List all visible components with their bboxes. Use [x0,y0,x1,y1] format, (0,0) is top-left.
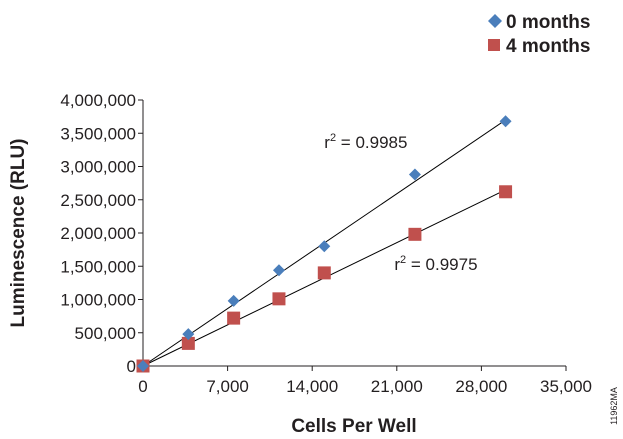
data-point-4-months [272,292,286,306]
y-tick-label: 1,000,000 [60,291,136,310]
legend-entry-4-months: 4 months [488,36,590,57]
r-squared-value: = 0.9985 [336,133,407,152]
data-point-0-months [408,168,421,181]
y-tick-label: 4,000,000 [60,91,136,110]
y-tick-label: 2,500,000 [60,191,136,210]
r-squared-annotation-1: r2 = 0.9975 [394,254,477,274]
x-tick-label: 21,000 [371,377,423,396]
data-point-0-months [272,264,285,277]
legend-marker-square [488,39,500,51]
legend-marker-diamond [488,14,502,28]
data-point-0-months [227,294,240,307]
data-point-4-months [181,336,195,350]
y-tick-label: 3,000,000 [60,158,136,177]
y-axis: 0 500,000 1,000,000 1,500,000 2,000,000 2,500… [60,91,144,376]
r-squared-symbol: r [324,133,330,152]
y-tick-label: 500,000 [75,324,136,343]
figure-id: 11962MA [609,387,619,425]
legend-label-4-months: 4 months [506,36,590,57]
x-tick-label: 0 [138,377,147,396]
data-point-0-months [182,328,195,341]
data-point-4-months [227,311,241,325]
x-tick-label: 7,000 [206,377,249,396]
legend-label-0-months: 0 months [506,12,590,33]
legend-entry-0-months: 0 months [488,12,590,33]
data-point-0-months [137,360,149,372]
r-squared-symbol: r [394,255,400,274]
r-squared-value: = 0.9975 [406,255,477,274]
x-tick-label: 35,000 [540,377,592,396]
r-squared-annotation-0: r2 = 0.9985 [324,132,407,152]
y-tick-label: 3,500,000 [60,124,136,143]
x-tick-label: 28,000 [455,377,507,396]
y-tick-label: 2,000,000 [60,224,136,243]
data-point-4-months [499,185,513,199]
y-axis-title: Luminescence (RLU) [8,139,29,328]
data-point-4-months [317,266,331,280]
r-squared-exponent: 2 [400,254,406,266]
data-point-0-months [318,240,331,253]
data-point-0-months [499,115,512,128]
data-point-4-months [408,227,422,241]
y-tick-label: 1,500,000 [60,257,136,276]
x-tick-label: 14,000 [286,377,338,396]
y-tick-label: 0 [127,357,136,376]
legend: 0 months 4 months [488,12,590,57]
r-squared-exponent: 2 [330,132,336,144]
x-axis-title: Cells Per Well [291,416,416,437]
data-points [136,115,513,373]
x-axis: 0 7,000 14,000 21,000 28,000 35,000 [138,365,592,396]
